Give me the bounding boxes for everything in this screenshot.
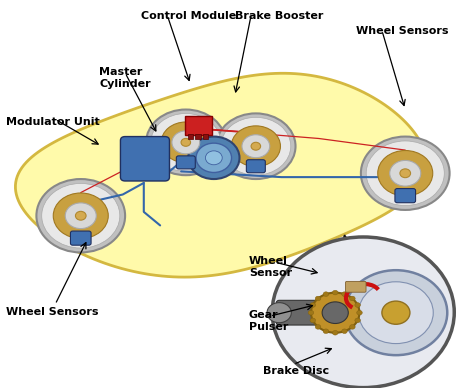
Circle shape bbox=[355, 318, 360, 323]
Circle shape bbox=[310, 318, 316, 323]
Circle shape bbox=[188, 137, 239, 179]
Circle shape bbox=[172, 131, 200, 154]
Circle shape bbox=[205, 151, 222, 165]
Circle shape bbox=[75, 211, 86, 220]
Text: Brake Disc: Brake Disc bbox=[263, 366, 329, 377]
Circle shape bbox=[272, 237, 454, 387]
Circle shape bbox=[216, 113, 295, 179]
FancyBboxPatch shape bbox=[246, 160, 265, 173]
Circle shape bbox=[196, 143, 232, 172]
Circle shape bbox=[161, 122, 210, 163]
FancyBboxPatch shape bbox=[71, 231, 91, 245]
FancyBboxPatch shape bbox=[202, 134, 208, 139]
Circle shape bbox=[308, 310, 314, 315]
Circle shape bbox=[315, 324, 321, 329]
FancyBboxPatch shape bbox=[395, 189, 416, 203]
Circle shape bbox=[310, 303, 316, 307]
Circle shape bbox=[355, 303, 360, 307]
Text: Master
Cylinder: Master Cylinder bbox=[100, 67, 151, 89]
Circle shape bbox=[53, 193, 108, 238]
Circle shape bbox=[332, 290, 338, 295]
Circle shape bbox=[315, 296, 321, 301]
FancyBboxPatch shape bbox=[176, 156, 195, 169]
Circle shape bbox=[345, 270, 447, 355]
Polygon shape bbox=[16, 73, 426, 277]
Circle shape bbox=[358, 282, 433, 343]
Circle shape bbox=[366, 141, 444, 205]
Circle shape bbox=[323, 292, 329, 296]
Circle shape bbox=[323, 329, 329, 333]
Circle shape bbox=[251, 142, 261, 150]
Circle shape bbox=[357, 310, 362, 315]
Circle shape bbox=[332, 330, 338, 335]
Circle shape bbox=[42, 184, 120, 248]
Circle shape bbox=[311, 293, 359, 333]
FancyBboxPatch shape bbox=[120, 137, 170, 181]
Circle shape bbox=[378, 151, 433, 196]
Text: Wheel
Sensor: Wheel Sensor bbox=[249, 256, 292, 278]
Circle shape bbox=[221, 117, 291, 175]
Circle shape bbox=[350, 324, 355, 329]
Text: Wheel Sensors: Wheel Sensors bbox=[356, 26, 449, 37]
Text: Wheel Sensors: Wheel Sensors bbox=[6, 307, 99, 317]
Circle shape bbox=[267, 303, 292, 323]
Circle shape bbox=[342, 292, 347, 296]
Circle shape bbox=[342, 329, 347, 333]
Circle shape bbox=[151, 114, 221, 171]
Text: Control Module: Control Module bbox=[141, 11, 237, 21]
Text: Brake Booster: Brake Booster bbox=[235, 11, 323, 21]
FancyBboxPatch shape bbox=[195, 134, 201, 139]
Circle shape bbox=[382, 301, 410, 324]
Circle shape bbox=[146, 110, 226, 175]
Circle shape bbox=[65, 203, 96, 229]
Circle shape bbox=[322, 302, 348, 324]
Circle shape bbox=[361, 137, 450, 210]
Circle shape bbox=[36, 179, 125, 252]
Circle shape bbox=[400, 169, 410, 178]
Circle shape bbox=[231, 126, 281, 166]
Circle shape bbox=[242, 135, 270, 158]
FancyBboxPatch shape bbox=[188, 134, 193, 139]
Polygon shape bbox=[335, 235, 363, 262]
Text: Gear
Pulser: Gear Pulser bbox=[249, 310, 288, 332]
Circle shape bbox=[350, 296, 355, 301]
Text: Modulator Unit: Modulator Unit bbox=[6, 117, 100, 127]
FancyBboxPatch shape bbox=[185, 116, 212, 135]
Circle shape bbox=[390, 160, 421, 186]
FancyBboxPatch shape bbox=[276, 300, 415, 325]
FancyBboxPatch shape bbox=[346, 281, 366, 292]
Circle shape bbox=[181, 138, 191, 146]
